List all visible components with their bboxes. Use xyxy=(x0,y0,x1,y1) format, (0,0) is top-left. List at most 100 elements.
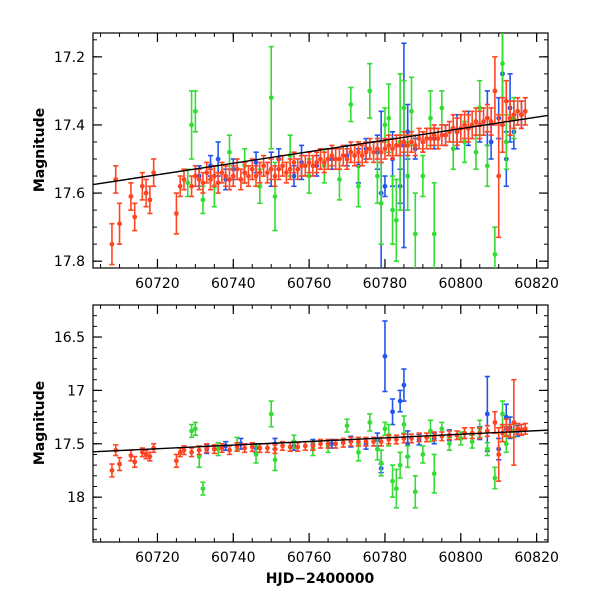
data-marker xyxy=(189,122,194,128)
data-marker xyxy=(333,441,339,447)
data-marker xyxy=(492,88,498,94)
data-marker xyxy=(390,478,395,484)
data-marker xyxy=(515,108,521,114)
data-marker xyxy=(412,231,418,237)
data-point xyxy=(488,107,494,136)
data-marker xyxy=(397,142,403,148)
data-marker xyxy=(174,211,179,216)
data-marker xyxy=(503,425,509,431)
data-point xyxy=(492,56,498,126)
data-point xyxy=(518,100,525,130)
data-marker xyxy=(367,88,373,94)
data-marker xyxy=(450,146,456,152)
trend-line xyxy=(93,114,548,186)
data-marker xyxy=(291,173,297,179)
data-marker xyxy=(371,149,376,155)
data-marker xyxy=(386,142,392,148)
data-marker xyxy=(189,428,194,434)
data-marker xyxy=(139,183,145,189)
data-point xyxy=(253,165,259,188)
data-marker xyxy=(238,177,244,182)
data-marker xyxy=(348,149,354,155)
data-marker xyxy=(272,457,278,463)
data-marker xyxy=(192,426,198,432)
y-tick-label: 17.2 xyxy=(54,50,85,66)
data-marker xyxy=(287,444,293,450)
data-marker xyxy=(314,160,320,165)
data-marker xyxy=(265,170,270,176)
data-point xyxy=(382,107,388,143)
data-marker xyxy=(488,139,494,145)
data-marker xyxy=(435,136,441,141)
data-point xyxy=(215,141,221,177)
data-marker xyxy=(189,183,194,189)
data-marker xyxy=(519,112,524,118)
data-point xyxy=(204,161,210,184)
data-point xyxy=(128,449,134,462)
data-marker xyxy=(132,459,138,465)
data-point xyxy=(283,161,289,184)
data-marker xyxy=(215,446,221,452)
data-marker xyxy=(230,173,236,179)
data-marker xyxy=(454,129,460,135)
data-point xyxy=(359,144,365,167)
data-marker xyxy=(409,108,414,114)
data-point xyxy=(431,124,437,147)
data-marker xyxy=(397,398,403,404)
data-marker xyxy=(276,166,282,172)
data-point xyxy=(333,438,339,449)
top-panel-tick-labels: 60720 60740 60760 60780 60800 60820 17.2 17.4 17… xyxy=(54,50,559,292)
data-point xyxy=(461,110,468,140)
data-point xyxy=(132,202,138,232)
data-point xyxy=(496,426,502,482)
data-point xyxy=(503,418,509,438)
data-point xyxy=(348,436,354,447)
data-marker xyxy=(412,142,418,148)
data-point xyxy=(499,400,506,428)
data-point xyxy=(188,90,195,160)
data-marker xyxy=(405,454,411,459)
data-marker xyxy=(280,443,285,449)
data-marker xyxy=(253,173,259,179)
data-marker xyxy=(484,163,490,169)
data-point xyxy=(257,161,263,184)
data-marker xyxy=(265,445,270,451)
data-marker xyxy=(348,439,354,445)
data-point xyxy=(219,161,225,184)
data-point xyxy=(503,113,509,171)
data-point xyxy=(215,171,221,194)
data-point xyxy=(181,168,187,191)
data-point xyxy=(389,464,396,498)
data-marker xyxy=(318,156,323,162)
data-point xyxy=(245,165,252,188)
data-point xyxy=(484,103,490,133)
data-marker xyxy=(352,153,358,159)
data-point xyxy=(295,158,301,181)
data-marker xyxy=(302,443,308,449)
data-point xyxy=(223,165,229,188)
data-point xyxy=(431,453,437,494)
data-marker xyxy=(295,166,301,172)
data-point xyxy=(522,96,528,126)
data-marker xyxy=(268,166,274,172)
data-point xyxy=(215,441,221,457)
data-marker xyxy=(329,441,335,447)
data-marker xyxy=(344,156,350,162)
data-marker xyxy=(484,446,490,452)
data-marker xyxy=(439,105,445,111)
data-point xyxy=(226,168,233,191)
data-point xyxy=(344,418,350,433)
y-tick-label: 17.8 xyxy=(54,254,85,270)
data-marker xyxy=(306,173,312,179)
data-marker xyxy=(356,183,361,189)
data-marker xyxy=(348,102,354,107)
data-marker xyxy=(424,136,430,141)
data-point xyxy=(480,107,487,136)
data-point xyxy=(393,178,399,262)
data-marker xyxy=(181,447,187,453)
data-marker xyxy=(356,439,361,445)
trend-line xyxy=(93,429,548,453)
data-marker xyxy=(393,437,399,442)
data-point xyxy=(420,445,426,464)
data-point xyxy=(382,175,388,198)
